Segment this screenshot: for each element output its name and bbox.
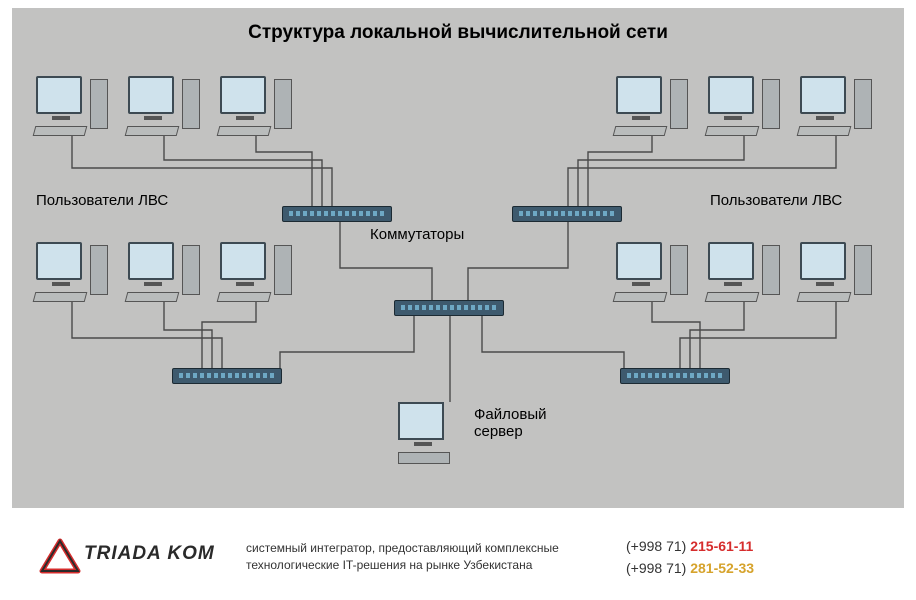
switch-icon bbox=[394, 300, 504, 316]
footer: TRIADA KOM системный интегратор, предост… bbox=[0, 514, 916, 600]
workstation-icon bbox=[36, 76, 108, 136]
footer-tagline: системный интегратор, предоставляющий ко… bbox=[246, 540, 596, 574]
brand-logo: TRIADA KOM bbox=[36, 537, 216, 577]
diagram-label: Коммутаторы bbox=[370, 226, 464, 243]
workstation-icon bbox=[708, 76, 780, 136]
tagline-line-2: технологические IT-решения на рынке Узбе… bbox=[246, 557, 596, 574]
phone-1: (+998 71) 215-61-11 bbox=[626, 535, 754, 557]
diagram-label: Пользователи ЛВС bbox=[36, 192, 168, 209]
workstation-icon bbox=[36, 242, 108, 302]
workstation-icon bbox=[800, 76, 872, 136]
switch-icon bbox=[512, 206, 622, 222]
workstation-icon bbox=[616, 242, 688, 302]
workstation-icon bbox=[128, 76, 200, 136]
footer-phones: (+998 71) 215-61-11 (+998 71) 281-52-33 bbox=[626, 535, 754, 580]
workstation-icon bbox=[220, 76, 292, 136]
switch-icon bbox=[172, 368, 282, 384]
workstation-icon bbox=[616, 76, 688, 136]
workstation-icon bbox=[708, 242, 780, 302]
workstation-icon bbox=[220, 242, 292, 302]
switch-icon bbox=[620, 368, 730, 384]
switch-icon bbox=[282, 206, 392, 222]
diagram-label: Файловый сервер bbox=[474, 406, 547, 440]
diagram-label: Пользователи ЛВС bbox=[710, 192, 842, 209]
workstation-icon bbox=[800, 242, 872, 302]
diagram-title: Структура локальной вычислительной сети bbox=[12, 22, 904, 44]
file-server-icon bbox=[398, 402, 462, 464]
network-diagram: Структура локальной вычислительной сети … bbox=[12, 8, 904, 508]
tagline-line-1: системный интегратор, предоставляющий ко… bbox=[246, 540, 596, 557]
phone-2: (+998 71) 281-52-33 bbox=[626, 557, 754, 579]
brand-name: TRIADA KOM bbox=[84, 543, 215, 565]
workstation-icon bbox=[128, 242, 200, 302]
